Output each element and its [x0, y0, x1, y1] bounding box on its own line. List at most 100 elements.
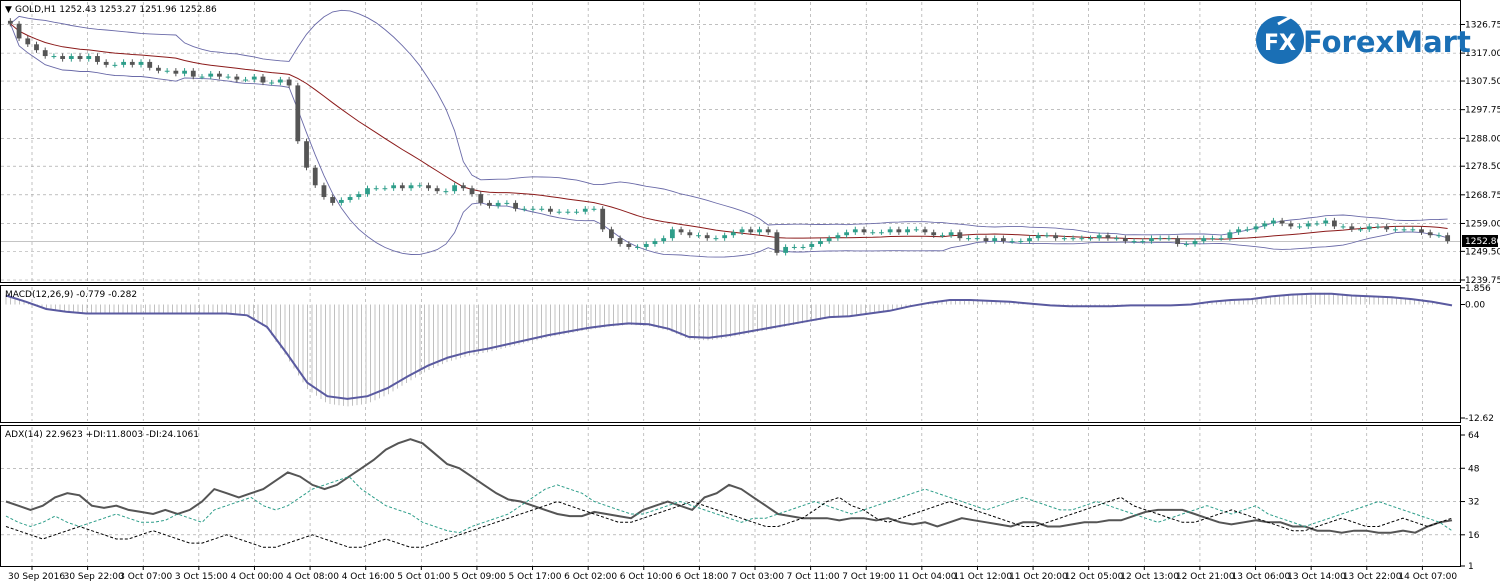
y-label: 1239.75 — [1465, 276, 1500, 286]
candle-body — [112, 64, 118, 66]
candle-body — [513, 202, 518, 209]
candle-body — [609, 229, 614, 239]
candle-body — [1096, 235, 1102, 239]
candle-body — [983, 238, 989, 242]
candle-body — [286, 79, 292, 86]
plus-di-line — [5, 476, 1453, 534]
candle-body — [225, 76, 231, 78]
candle-body — [521, 208, 527, 210]
candle-body — [60, 56, 66, 59]
candle-body — [1305, 223, 1311, 227]
candle-body — [966, 238, 971, 240]
candle-body — [103, 61, 109, 65]
y-label: -12.62 — [1465, 414, 1494, 424]
bollinger-lower — [9, 23, 1448, 258]
main-pane-triangle-icon[interactable]: ▼ — [5, 5, 12, 15]
x-label: 12 Oct 13:00 — [1120, 572, 1179, 582]
adx-plot — [5, 438, 1453, 548]
x-label: 11 Oct 04:00 — [898, 572, 957, 582]
candle-body — [722, 235, 728, 239]
candle-body — [138, 61, 144, 65]
candle-body — [1088, 238, 1093, 240]
candle-body — [1044, 235, 1050, 237]
candle-body — [730, 232, 736, 236]
candle-body — [1297, 226, 1302, 228]
candle-body — [1079, 238, 1085, 240]
y-label: 1288.00 — [1465, 134, 1500, 144]
candle-body — [1122, 238, 1128, 242]
x-label: 7 Oct 11:00 — [787, 572, 840, 582]
candle-body — [1192, 241, 1198, 245]
x-label: 4 Oct 00:00 — [230, 572, 283, 582]
candle-body — [600, 208, 606, 230]
candle-body — [652, 241, 658, 245]
moving-average — [10, 23, 1448, 240]
x-label: 6 Oct 18:00 — [675, 572, 728, 582]
candle-body — [617, 238, 623, 245]
y-label: 1297.75 — [1465, 106, 1500, 116]
candle-body — [1218, 238, 1224, 240]
candle-body — [434, 188, 440, 192]
candle-body — [42, 50, 48, 57]
candle-body — [356, 194, 362, 198]
candle-body — [1375, 226, 1381, 228]
candle-body — [391, 185, 397, 189]
candle-body — [1262, 223, 1268, 227]
candle-body — [940, 235, 945, 237]
candle-body — [51, 56, 57, 58]
x-label: 11 Oct 20:00 — [1009, 572, 1068, 582]
candle-body — [678, 229, 684, 233]
candle-body — [844, 232, 849, 236]
x-label: 5 Oct 09:00 — [453, 572, 506, 582]
candle-body — [321, 185, 327, 198]
candle-body — [582, 208, 588, 212]
current-price-label: 1252.86 — [1465, 237, 1500, 247]
candle-body — [1157, 238, 1163, 240]
price-scale — [1461, 0, 1500, 567]
candle-body — [164, 70, 170, 72]
macd-plot — [5, 292, 1453, 407]
main-pane-title: GOLD,H1 1252.43 1253.27 1251.96 1252.86 — [15, 5, 217, 15]
candle-body — [669, 229, 675, 239]
candle-body — [626, 244, 632, 247]
adx-pane[interactable] — [0, 425, 1461, 567]
x-label: 30 Sep 2016 — [8, 572, 65, 582]
candle-body — [182, 70, 187, 74]
candle-body — [1070, 238, 1076, 240]
candle-body — [1105, 235, 1111, 239]
candle-body — [1332, 220, 1337, 227]
candle-body — [574, 211, 579, 213]
candle-body — [896, 229, 902, 233]
candle-body — [591, 208, 597, 210]
candle-body — [1436, 235, 1442, 237]
candle-body — [243, 79, 248, 81]
candle-body — [1175, 238, 1181, 245]
x-label: 6 Oct 02:00 — [564, 572, 617, 582]
x-label: 13 Oct 14:00 — [1287, 572, 1346, 582]
candle-body — [1131, 241, 1137, 243]
candle-body — [373, 188, 379, 190]
main-pane[interactable] — [0, 0, 1461, 283]
y-axis-labels: 1326.75 1317.00 1307.50 1297.75 1288.00 1278.… — [1460, 20, 1500, 572]
candle-body — [478, 194, 484, 203]
candle-body — [16, 23, 22, 39]
candle-body — [1410, 229, 1416, 231]
candle-body — [887, 229, 893, 233]
y-label: 1307.50 — [1465, 77, 1500, 87]
candle-body — [190, 70, 196, 77]
candle-body — [565, 211, 571, 213]
candle-body — [147, 61, 153, 68]
current-price-marker — [1462, 235, 1498, 247]
candle-body — [1323, 220, 1329, 224]
y-label: 1317.00 — [1465, 49, 1500, 59]
candle-body — [234, 76, 240, 80]
candle-body — [7, 20, 13, 24]
y-label: 1326.75 — [1465, 20, 1500, 30]
candle-body — [426, 185, 431, 189]
y-label: 48 — [1468, 464, 1480, 474]
candle-body — [295, 85, 301, 142]
candle-body — [487, 202, 492, 206]
candle-body — [783, 246, 789, 253]
